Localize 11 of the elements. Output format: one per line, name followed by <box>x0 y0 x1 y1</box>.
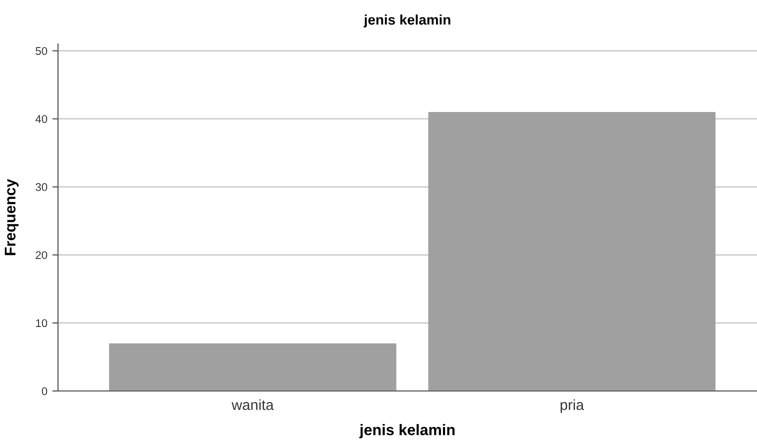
y-tick-label: 30 <box>36 183 48 192</box>
y-tick-label: 10 <box>36 319 48 328</box>
y-axis-title: Frequency <box>4 178 19 256</box>
y-tick-label: 40 <box>35 115 48 123</box>
y-tick-label: 50 <box>36 47 48 55</box>
x-axis-title: jenis kelamin <box>359 424 455 438</box>
chart-title: jenis kelamin <box>364 14 450 28</box>
y-tick-label: 20 <box>36 251 48 260</box>
x-tick-label: pria <box>560 399 584 413</box>
y-tick-label: 0 <box>42 387 48 396</box>
x-tick-label: wanita <box>232 399 274 410</box>
